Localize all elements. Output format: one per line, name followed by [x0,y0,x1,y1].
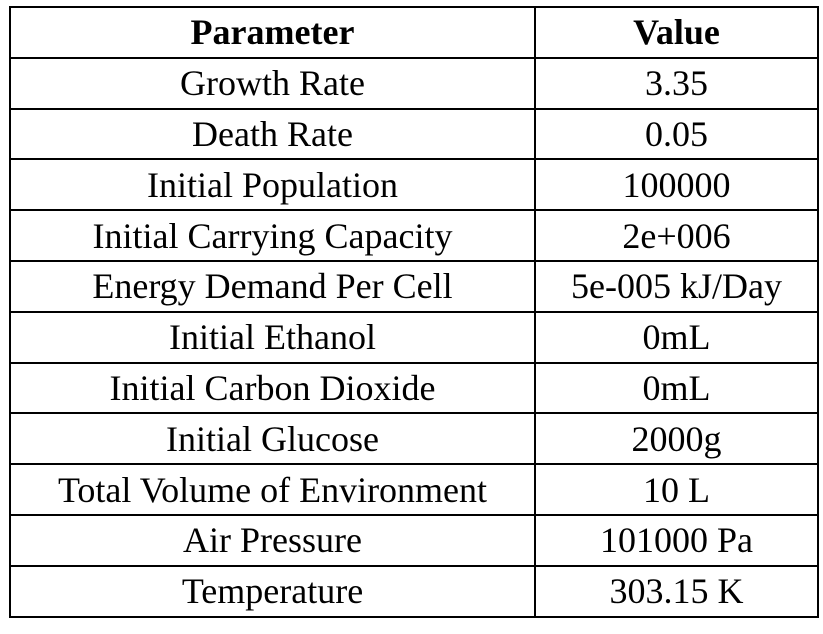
parameter-cell: Initial Ethanol [9,310,536,364]
parameter-cell: Temperature [9,564,536,618]
parameter-table: Parameter Value Growth Rate 3.35 Death R… [9,6,819,618]
value-cell: 2000g [534,412,819,466]
table-row: Death Rate 0.05 [9,107,819,161]
parameter-cell: Death Rate [9,107,536,161]
parameter-cell: Initial Glucose [9,412,536,466]
header-value: Value [534,6,819,59]
table-row: Initial Population 100000 [9,158,819,212]
value-cell: 2e+006 [534,209,819,262]
header-row: Parameter Value [9,6,819,59]
value-cell: 0mL [534,310,819,364]
parameter-cell: Initial Population [9,158,536,212]
table-row: Initial Glucose 2000g [9,412,819,466]
table-row: Energy Demand Per Cell 5e-005 kJ/Day [9,259,819,313]
value-cell: 101000 Pa [534,513,819,567]
value-cell: 0mL [534,361,819,415]
parameter-cell: Initial Carrying Capacity [9,209,536,262]
table-row: Total Volume of Environment 10 L [9,463,819,516]
parameter-cell: Initial Carbon Dioxide [9,361,536,415]
table-row: Initial Ethanol 0mL [9,310,819,364]
value-cell: 303.15 K [534,564,819,618]
table-row: Initial Carbon Dioxide 0mL [9,361,819,415]
value-cell: 0.05 [534,107,819,161]
parameter-cell: Energy Demand Per Cell [9,259,536,313]
table-row: Temperature 303.15 K [9,564,819,618]
parameter-cell: Total Volume of Environment [9,463,536,516]
table-row: Air Pressure 101000 Pa [9,513,819,567]
parameter-cell: Air Pressure [9,513,536,567]
parameter-cell: Growth Rate [9,56,536,110]
table-row: Initial Carrying Capacity 2e+006 [9,209,819,262]
value-cell: 100000 [534,158,819,212]
header-parameter: Parameter [9,6,536,59]
value-cell: 5e-005 kJ/Day [534,259,819,313]
value-cell: 3.35 [534,56,819,110]
table-row: Growth Rate 3.35 [9,56,819,110]
value-cell: 10 L [534,463,819,516]
